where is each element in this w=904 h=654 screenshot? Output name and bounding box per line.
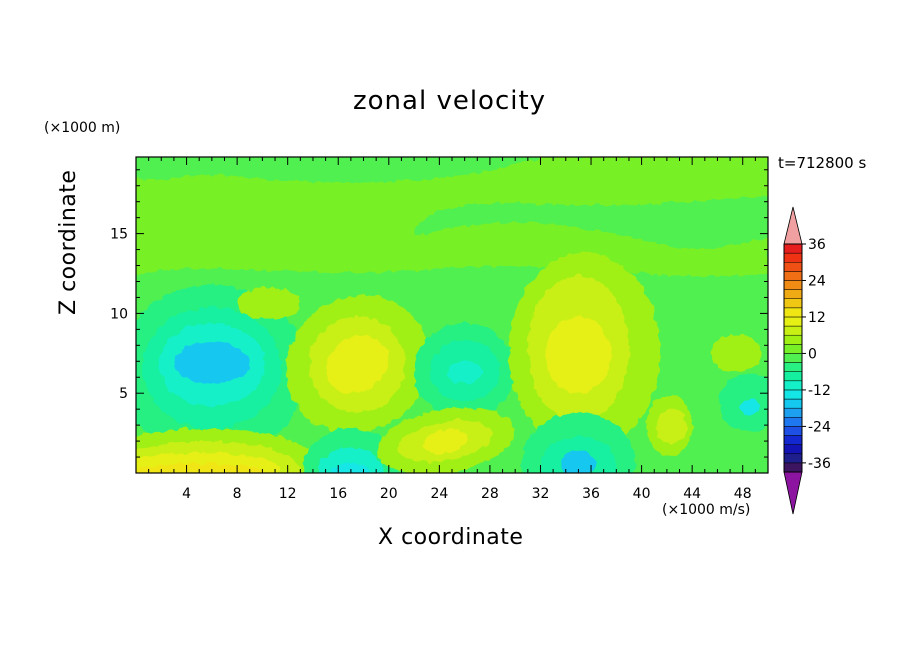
colorbar-box bbox=[783, 417, 803, 427]
colorbar-box bbox=[783, 271, 803, 281]
colorbar-box bbox=[783, 243, 803, 254]
colorbar-box bbox=[783, 362, 803, 372]
colorbar-under-arrow bbox=[783, 471, 803, 515]
colorbar-box bbox=[783, 444, 803, 455]
x-tick-label: 12 bbox=[279, 486, 297, 502]
x-tick-label: 20 bbox=[380, 486, 398, 502]
colorbar-box bbox=[783, 407, 803, 418]
colorbar-box bbox=[783, 289, 803, 299]
x-tick-label: 16 bbox=[329, 486, 347, 502]
colorbar-tick-label: 12 bbox=[808, 310, 826, 326]
low-3-core bbox=[740, 399, 761, 416]
colorbar-box bbox=[783, 435, 803, 445]
y-tick-label: 5 bbox=[119, 386, 128, 402]
colorbar-box bbox=[783, 325, 803, 336]
x-unit-label: (×1000 m/s) bbox=[662, 502, 751, 518]
x-tick-label: 32 bbox=[532, 486, 550, 502]
colorbar-box bbox=[783, 307, 803, 318]
colorbar: 36 24 12 0 -12 -24 -36 bbox=[783, 206, 831, 515]
x-axis-label: X coordinate bbox=[378, 525, 524, 550]
colorbar-over-arrow bbox=[783, 206, 803, 245]
x-tick-label: 4 bbox=[182, 486, 191, 502]
time-label: t=712800 s bbox=[778, 154, 867, 172]
x-tick-label: 40 bbox=[633, 486, 651, 502]
colorbar-box bbox=[783, 453, 803, 464]
x-tick-label: 48 bbox=[734, 486, 752, 502]
high-bottom-core bbox=[136, 463, 273, 473]
colorbar-box bbox=[783, 298, 803, 309]
high-4-core bbox=[656, 409, 688, 445]
colorbar-box bbox=[783, 426, 803, 436]
colorbar-frame bbox=[783, 243, 803, 473]
low-2-core bbox=[446, 361, 483, 384]
colorbar-tick-label: -12 bbox=[808, 383, 831, 399]
high-2-core bbox=[545, 316, 612, 394]
colorbar-box bbox=[783, 252, 803, 263]
colorbar-box bbox=[783, 371, 803, 382]
colorbar-box bbox=[783, 280, 803, 290]
colorbar-tick-label: 24 bbox=[808, 273, 826, 289]
y-tick-label: 15 bbox=[110, 227, 128, 243]
x-tick-label: 36 bbox=[582, 486, 600, 502]
high-6 bbox=[237, 287, 301, 320]
high-1-core bbox=[326, 335, 389, 394]
high-3-core bbox=[423, 429, 469, 453]
low-1-core bbox=[173, 342, 250, 384]
y-unit-label: (×1000 m) bbox=[44, 120, 121, 136]
low-bottom-1-core bbox=[330, 463, 372, 473]
x-tick-label: 44 bbox=[683, 486, 701, 502]
low-bottom-2-core bbox=[560, 450, 597, 473]
colorbar-box bbox=[783, 316, 803, 327]
colorbar-tick-label: -24 bbox=[808, 419, 831, 435]
colorbar-box bbox=[783, 353, 803, 363]
high-5 bbox=[711, 334, 762, 373]
colorbar-box bbox=[783, 334, 803, 345]
colorbar-tick-label: 36 bbox=[808, 237, 826, 253]
colorbar-box bbox=[783, 344, 803, 354]
y-tick-label: 10 bbox=[110, 306, 128, 322]
colorbar-box bbox=[783, 398, 803, 409]
colorbar-box bbox=[783, 380, 803, 391]
contour-field bbox=[136, 157, 768, 473]
chart-title: zonal velocity bbox=[353, 86, 547, 116]
x-tick-label: 8 bbox=[233, 486, 242, 502]
colorbar-tick-label: -36 bbox=[808, 456, 831, 472]
low-bottom-1-mid bbox=[318, 447, 384, 473]
x-tick-label: 24 bbox=[430, 486, 448, 502]
colorbar-box bbox=[783, 261, 803, 272]
colorbar-tick-label: 0 bbox=[808, 346, 817, 362]
colorbar-box bbox=[783, 389, 803, 400]
x-tick-label: 28 bbox=[481, 486, 499, 502]
upper-band-gap-2 bbox=[414, 195, 768, 249]
colorbar-box bbox=[783, 462, 803, 473]
